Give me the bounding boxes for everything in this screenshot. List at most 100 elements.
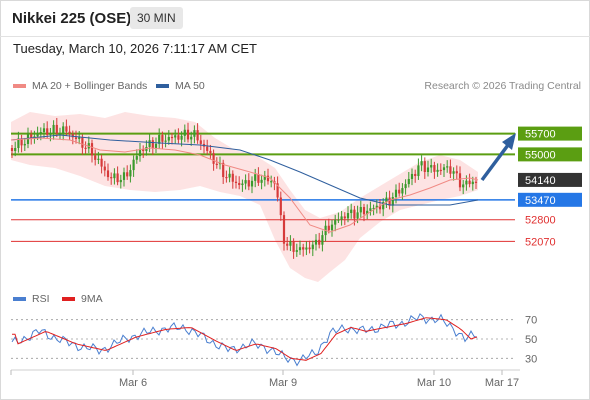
candle-body (289, 241, 292, 246)
candle-body (222, 162, 225, 178)
candle-body (164, 140, 167, 142)
candle-body (206, 146, 209, 151)
candle-body (369, 208, 372, 211)
candle-body (298, 247, 302, 251)
candle-body (270, 181, 273, 183)
candle-body (391, 197, 394, 206)
candle-body (39, 132, 42, 134)
forecast-arrow-head (502, 133, 516, 150)
candle-body (113, 173, 116, 179)
ma50-swatch (156, 84, 169, 89)
candle-body (420, 161, 423, 166)
candle-body (449, 166, 452, 174)
candle-body (343, 216, 346, 219)
candle-body (68, 131, 71, 135)
candle-body (318, 239, 321, 245)
candle-body (430, 165, 433, 168)
candle-body (359, 207, 362, 213)
candle-body (110, 177, 113, 179)
candle-body (375, 205, 378, 208)
candle-body (186, 129, 190, 140)
candle-body (276, 183, 279, 198)
level-label-55700: 55700 (525, 129, 556, 141)
candle-body (330, 224, 334, 231)
candle-body (167, 136, 170, 141)
candle-body (199, 140, 202, 144)
candle-body (394, 189, 398, 198)
candle-body (119, 179, 122, 183)
candle-body (126, 172, 129, 177)
candle-body (215, 163, 218, 166)
level-tag-53470 (518, 192, 582, 207)
candle-body (465, 180, 468, 185)
candles (10, 117, 478, 259)
candle-body (100, 158, 103, 167)
candle-body (183, 129, 186, 136)
candle-body (244, 180, 247, 184)
candle-body (458, 173, 462, 188)
candle-body (334, 219, 337, 225)
candle-body (151, 140, 154, 148)
candle-body (158, 135, 161, 144)
candle-body (36, 133, 39, 137)
time-tick-mar-17: Mar 17 (485, 377, 519, 389)
candle-body (58, 133, 62, 135)
candle-body (452, 171, 455, 174)
candle-body (55, 124, 58, 134)
instrument-title: Nikkei 225 (OSE) (12, 10, 132, 27)
candle-body (129, 170, 132, 177)
candle-body (260, 179, 263, 183)
candle-body (346, 213, 350, 219)
candle-body (247, 180, 250, 187)
timestamp: Tuesday, March 10, 2026 7:11:17 AM CET (13, 41, 257, 56)
forecast-arrow-shaft (480, 143, 510, 182)
candle-body (385, 197, 388, 203)
candle-body (46, 128, 49, 135)
candle-body (292, 241, 295, 252)
ma9-label: 9MA (81, 293, 103, 305)
candle-body (209, 150, 212, 154)
time-tick-mar-10: Mar 10 (417, 377, 451, 389)
candle-body (372, 207, 375, 210)
candle-body (340, 216, 343, 220)
candle-body (279, 197, 282, 216)
candle-body (225, 177, 228, 179)
candle-body (161, 135, 164, 142)
candle-body (398, 189, 401, 194)
candle-body (23, 143, 26, 146)
timeframe-button[interactable]: 30 MIN (130, 7, 183, 29)
candle-body (388, 197, 391, 206)
candle-body (423, 161, 426, 173)
candle-body (266, 175, 270, 182)
candle-body (462, 184, 465, 188)
candle-body (193, 130, 196, 137)
level-label-52800: 52800 (525, 215, 556, 227)
candle-body (286, 243, 289, 246)
candle-body (42, 128, 46, 133)
candle-body (407, 178, 410, 185)
candle-body (97, 158, 100, 160)
candle-body (327, 225, 330, 231)
candle-body (471, 181, 474, 185)
level-tag-55700 (518, 126, 582, 141)
candle-body (238, 183, 241, 186)
candle-body (321, 235, 324, 245)
candle-body (433, 165, 436, 172)
candle-body (426, 167, 430, 173)
chart-header: Nikkei 225 (OSE) 30 MIN (0, 0, 590, 37)
candle-body (196, 130, 199, 141)
level-tag-54140 (518, 172, 582, 187)
rsi-swatch (13, 297, 26, 302)
ma20-line (10, 137, 479, 233)
candle-body (190, 136, 193, 140)
candle-body (103, 166, 106, 171)
candle-body (295, 250, 298, 252)
candle-body (436, 169, 439, 172)
candle-body (263, 175, 266, 180)
candle-body (212, 153, 215, 164)
candle-body (228, 173, 231, 178)
candle-body (474, 181, 478, 183)
level-label-52070: 52070 (525, 236, 556, 248)
rsi-tick-30: 30 (525, 353, 537, 365)
